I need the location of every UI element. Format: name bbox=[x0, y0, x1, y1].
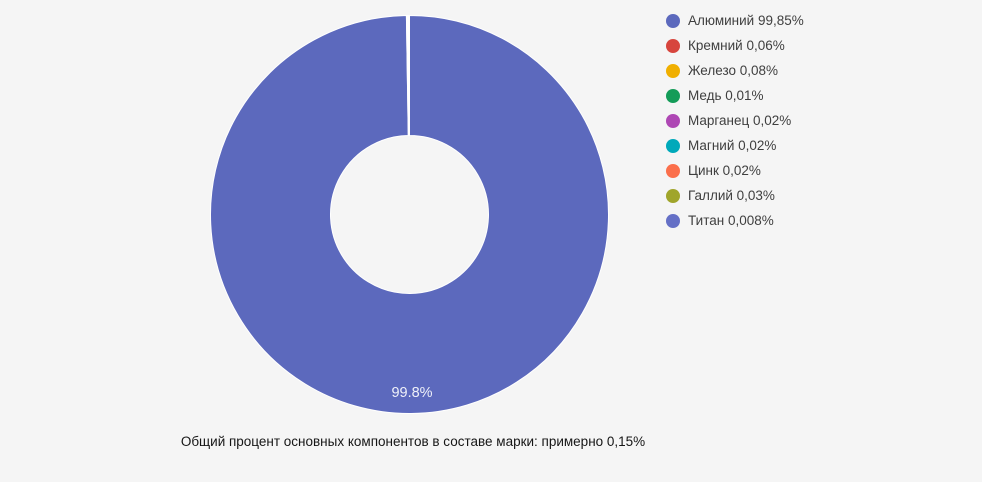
legend-item-label: Марганец 0,02% bbox=[688, 113, 792, 128]
legend-item-zinc[interactable]: Цинк 0,02% bbox=[666, 158, 804, 183]
legend: Алюминий 99,85% Кремний 0,06% Железо 0,0… bbox=[666, 8, 804, 233]
legend-item-label: Цинк 0,02% bbox=[688, 163, 761, 178]
legend-marker-icon bbox=[666, 213, 680, 228]
legend-item-manganese[interactable]: Марганец 0,02% bbox=[666, 108, 804, 133]
legend-marker-icon bbox=[666, 113, 680, 128]
legend-marker-icon bbox=[666, 188, 680, 203]
legend-item-iron[interactable]: Железо 0,08% bbox=[666, 58, 804, 83]
legend-item-copper[interactable]: Медь 0,01% bbox=[666, 83, 804, 108]
legend-marker-icon bbox=[666, 163, 680, 178]
legend-item-label: Титан 0,008% bbox=[688, 213, 774, 228]
legend-marker-icon bbox=[666, 38, 680, 53]
legend-marker-icon bbox=[666, 63, 680, 78]
slice-percentage-label: 99.8% bbox=[391, 385, 432, 401]
legend-item-label: Алюминий 99,85% bbox=[688, 13, 804, 28]
legend-item-label: Магний 0,02% bbox=[688, 138, 777, 153]
legend-item-titanium[interactable]: Титан 0,008% bbox=[666, 208, 804, 233]
legend-item-label: Кремний 0,06% bbox=[688, 38, 785, 53]
legend-marker-icon bbox=[666, 88, 680, 103]
legend-marker-icon bbox=[666, 13, 680, 28]
legend-marker-icon bbox=[666, 138, 680, 153]
legend-item-label: Галлий 0,03% bbox=[688, 188, 775, 203]
legend-item-aluminium[interactable]: Алюминий 99,85% bbox=[666, 8, 804, 33]
legend-item-gallium[interactable]: Галлий 0,03% bbox=[666, 183, 804, 208]
chart-caption: Общий процент основных компонентов в сос… bbox=[180, 434, 646, 449]
pie-slice-0[interactable] bbox=[210, 14, 609, 414]
legend-item-label: Железо 0,08% bbox=[688, 63, 779, 78]
legend-item-silicon[interactable]: Кремний 0,06% bbox=[666, 33, 804, 58]
legend-item-magnesium[interactable]: Магний 0,02% bbox=[666, 133, 804, 158]
legend-item-label: Медь 0,01% bbox=[688, 88, 764, 103]
